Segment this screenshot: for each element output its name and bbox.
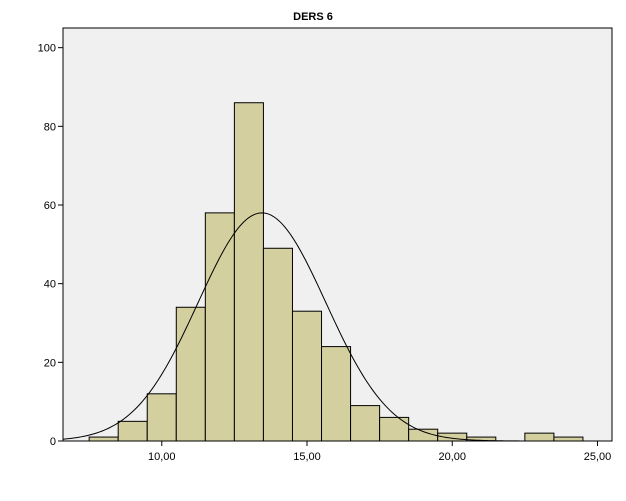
histogram-bar (204, 212, 235, 442)
histogram-bar (321, 346, 352, 442)
y-tick-label: 100 (38, 43, 56, 55)
x-tick-label: 20,00 (438, 451, 466, 463)
histogram-bar (553, 436, 584, 442)
axes-layer: 0 20 40 60 80 100 10,00 15,00 20,00 25,00 (38, 43, 612, 463)
y-tick-label: 40 (44, 279, 56, 291)
histogram-bar (117, 420, 148, 442)
y-tick-label: 60 (44, 200, 56, 212)
histogram-bar (175, 306, 206, 442)
bars-layer (88, 102, 584, 442)
y-tick-label: 0 (50, 436, 56, 448)
histogram-bar (350, 405, 381, 442)
histogram-bar (291, 310, 323, 442)
x-tick-label: 25,00 (584, 451, 612, 463)
histogram-bar (88, 436, 119, 442)
histogram-bar (233, 102, 264, 442)
histogram-bar (146, 393, 177, 442)
histogram-bar (466, 436, 497, 442)
chart-title: DERS 6 (293, 11, 333, 23)
normal-curve (62, 212, 612, 442)
histogram-bar (524, 432, 555, 442)
y-tick-label: 20 (44, 357, 56, 369)
x-tick-label: 15,00 (293, 451, 321, 463)
histogram-bar (379, 416, 410, 442)
y-tick-label: 80 (44, 121, 56, 133)
x-tick-label: 10,00 (148, 451, 176, 463)
histogram-bar (262, 247, 293, 442)
